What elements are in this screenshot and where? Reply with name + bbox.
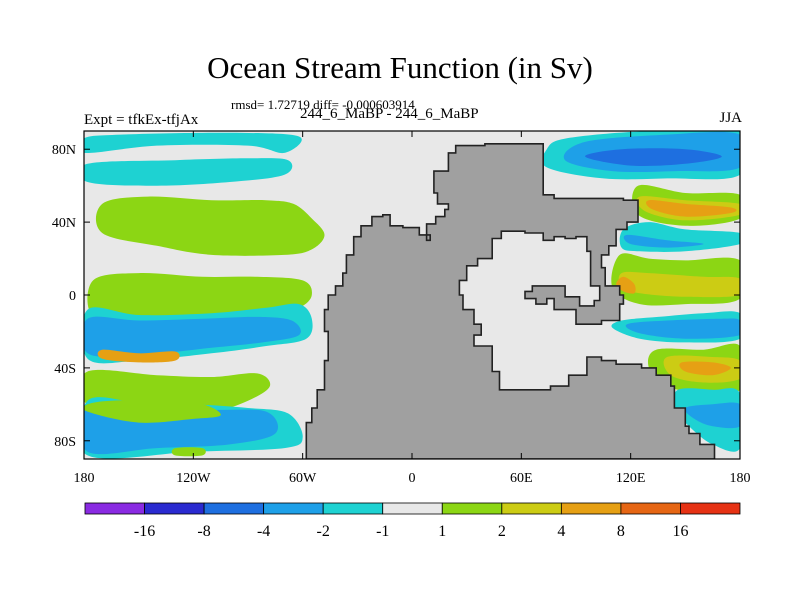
contour-region-25 bbox=[679, 361, 731, 376]
colorbar: -16 -8 -4 -2 -1 1 2 4 8 16 bbox=[84, 502, 741, 540]
x-tick-label-2: 60W bbox=[289, 471, 317, 486]
contour-region-19 bbox=[618, 271, 740, 298]
colorbar-swatch-10 bbox=[680, 502, 741, 515]
contour-region-15 bbox=[646, 200, 737, 217]
x-tick-label-4: 60E bbox=[510, 471, 533, 486]
contour-region-20 bbox=[616, 276, 636, 294]
chart-title: Ocean Stream Function (in Sv) bbox=[207, 50, 593, 85]
colorbar-swatch-3 bbox=[263, 502, 324, 515]
colorbar-label-3: -2 bbox=[317, 523, 330, 540]
colorbar-swatch-9 bbox=[620, 502, 681, 515]
contour-region-29 bbox=[171, 447, 206, 457]
colorbar-label-5: 1 bbox=[438, 523, 446, 540]
experiment-label: Expt = tfkEx-tfjAx bbox=[84, 112, 199, 128]
stats-label: rmsd= 1.72719 diff= -0.000603914 bbox=[231, 97, 415, 112]
y-axis: 80N 40N 0 40S 80S bbox=[52, 143, 740, 450]
y-tick-label-3: 40S bbox=[54, 362, 76, 377]
colorbar-swatch-1 bbox=[144, 502, 205, 515]
season-label: JJA bbox=[719, 110, 742, 126]
contour-region-28 bbox=[97, 349, 180, 363]
colorbar-swatch-5 bbox=[382, 502, 443, 515]
colorbar-swatch-8 bbox=[560, 502, 622, 515]
y-tick-label-1: 40N bbox=[52, 216, 76, 231]
x-tick-label-6: 180 bbox=[730, 471, 751, 486]
colorbar-label-1: -8 bbox=[197, 523, 210, 540]
colorbar-swatch-4 bbox=[322, 502, 384, 515]
x-tick-label-1: 120W bbox=[176, 471, 211, 486]
colorbar-label-4: -1 bbox=[376, 523, 389, 540]
contour-region-22 bbox=[625, 318, 740, 339]
colorbar-label-0: -16 bbox=[134, 523, 155, 540]
contour-region-0 bbox=[95, 196, 325, 256]
colorbar-label-6: 2 bbox=[498, 523, 506, 540]
colorbar-label-9: 16 bbox=[672, 523, 688, 540]
contour-region-17 bbox=[623, 234, 704, 248]
contour-region-12 bbox=[585, 148, 722, 167]
colorbar-label-8: 8 bbox=[617, 523, 625, 540]
contour-layer bbox=[84, 131, 740, 459]
colorbar-swatch-2 bbox=[203, 502, 265, 515]
x-tick-label-5: 120E bbox=[616, 471, 646, 486]
contour-region-8 bbox=[84, 158, 293, 186]
colorbar-label-7: 4 bbox=[557, 523, 565, 540]
y-tick-label-0: 80N bbox=[52, 143, 76, 158]
x-tick-label-0: 180 bbox=[74, 471, 95, 486]
colorbar-swatch-6 bbox=[441, 502, 503, 515]
contour-region-9 bbox=[84, 132, 302, 154]
y-tick-label-2: 0 bbox=[69, 289, 76, 304]
colorbar-label-2: -4 bbox=[257, 523, 270, 540]
contour-region-27 bbox=[684, 402, 740, 429]
y-tick-label-4: 80S bbox=[54, 435, 76, 450]
x-axis: 180 120W 60W 0 60E 120E 180 bbox=[74, 131, 751, 486]
contour-region-4 bbox=[84, 316, 301, 357]
comparison-label: 244_6_MaBP - 244_6_MaBP bbox=[300, 106, 479, 122]
x-tick-label-3: 0 bbox=[409, 471, 416, 486]
colorbar-swatch-0 bbox=[84, 502, 145, 515]
land-mass-0 bbox=[305, 143, 716, 459]
contour-region-7 bbox=[84, 400, 221, 423]
land-layer bbox=[305, 143, 716, 459]
colorbar-swatch-7 bbox=[501, 502, 562, 515]
